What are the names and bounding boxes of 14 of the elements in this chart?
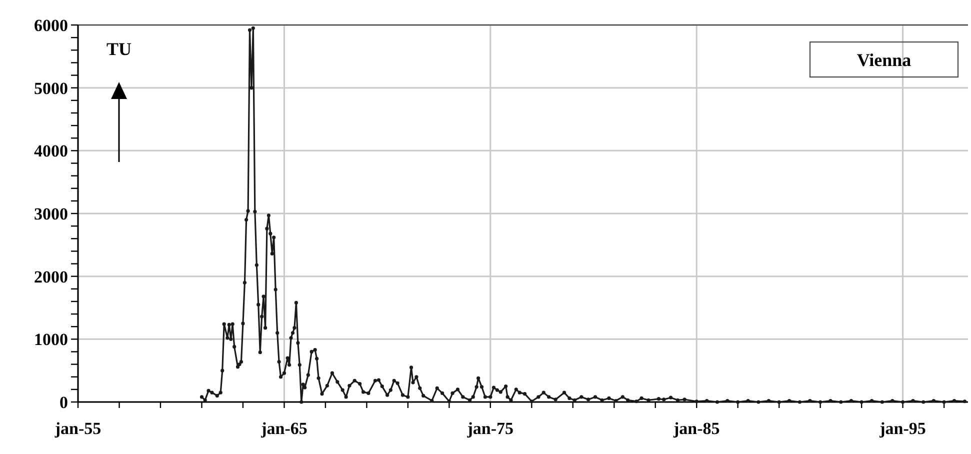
x-tick-label: jan-85 bbox=[672, 419, 720, 438]
x-tick-label: jan-75 bbox=[466, 419, 514, 438]
y-tick-label: 1000 bbox=[34, 330, 68, 350]
text: Vienna bbox=[856, 50, 912, 70]
y-tick-label: 6000 bbox=[34, 16, 68, 35]
y-axis-title: TU bbox=[106, 39, 132, 59]
y-tick-label: 5000 bbox=[34, 78, 68, 98]
y-tick-label: 2000 bbox=[34, 267, 68, 286]
y-tick-label: 3000 bbox=[34, 204, 68, 224]
x-tick-label: jan-65 bbox=[260, 419, 308, 438]
x-tick-label: jan-95 bbox=[878, 419, 926, 438]
y-tick-label: 4000 bbox=[34, 142, 68, 161]
y-tick-label: 0 bbox=[60, 392, 68, 412]
x-tick-label: jan-55 bbox=[54, 419, 102, 438]
